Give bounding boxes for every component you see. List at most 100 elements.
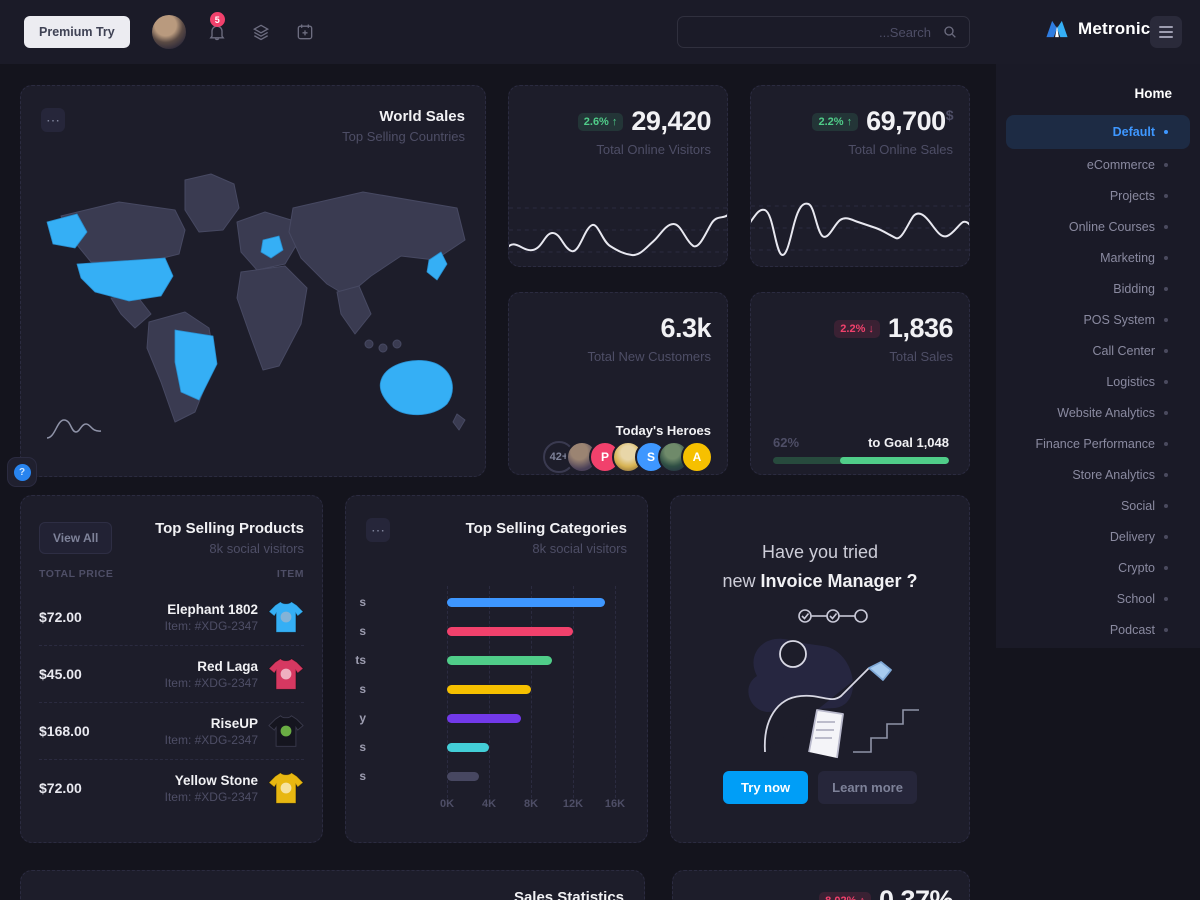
products-title: Top Selling Products (155, 520, 304, 537)
sidebar-item-delivery[interactable]: Delivery (1006, 521, 1190, 552)
bar-row: y (346, 704, 647, 733)
premium-try-button[interactable]: Premium Try (24, 16, 130, 48)
help-button[interactable]: ? (8, 458, 36, 486)
bullet-dot-icon (1164, 534, 1168, 539)
trend-badge: 2.2% ↓ (834, 319, 880, 338)
sidebar-item-label: Website Analytics (1057, 405, 1155, 420)
card-menu-icon[interactable]: ⋯ (41, 108, 65, 132)
goal-progress-fill (839, 457, 949, 464)
main-content: ⋯ World Sales Top Selling Countries (0, 64, 996, 900)
product-name-link[interactable]: Elephant 1802 (167, 601, 258, 617)
goal-percent: 62% (773, 435, 800, 450)
bullet-dot-icon (1164, 317, 1168, 322)
sidebar-item-marketing[interactable]: Marketing (1006, 242, 1190, 273)
sidebar-item-website-analytics[interactable]: Website Analytics (1006, 397, 1190, 428)
online-visitors-card: 2.6% ↑ 29,420 Total Online Visitors (508, 85, 728, 267)
sidebar-item-logistics[interactable]: Logistics (1006, 366, 1190, 397)
product-name-link[interactable]: RiseUP (210, 715, 258, 731)
bar-row: s (346, 762, 647, 791)
arrow-down-icon: ↓ (868, 322, 874, 335)
customers-value: 6.3k (660, 313, 711, 343)
bullet-dot-icon (1164, 348, 1168, 353)
bullet-dot-icon (1164, 224, 1168, 229)
product-name-link[interactable]: Yellow Stone (174, 772, 258, 788)
product-name-link[interactable]: Red Laga (197, 658, 258, 674)
bullet-dot-icon (1164, 596, 1168, 601)
world-sales-title: World Sales (379, 108, 465, 125)
sidebar-item-label: Call Center (1092, 343, 1155, 358)
invoice-illustration (748, 609, 919, 759)
menu-toggle-button[interactable] (1150, 16, 1182, 48)
sidebar-item-projects[interactable]: Projects (1006, 180, 1190, 211)
sidebar-item-crypto[interactable]: Crypto (1006, 552, 1190, 583)
promo-line1: Have you tried (761, 542, 879, 562)
try-now-button[interactable]: Try now (723, 771, 809, 804)
sidebar-item-label: Crypto (1118, 560, 1155, 575)
sidebar-item-pos-system[interactable]: POS System (1006, 304, 1190, 335)
currency-symbol: $ (945, 107, 954, 123)
bullet-dot-icon (1164, 565, 1168, 570)
product-row: $72.00 Yellow Stone Item: #XDG-2347 (39, 759, 304, 816)
bar-label: s (359, 682, 366, 696)
online-sales-label: Total Online Sales (848, 142, 953, 157)
brand-logo[interactable]: Metronic (1044, 16, 1150, 42)
sidebar-item-label: School (1116, 591, 1155, 606)
map-highlighted-countries[interactable] (46, 213, 453, 416)
search-input[interactable] (677, 16, 970, 48)
hero-avatar[interactable]: A (681, 441, 713, 473)
world-sales-subtitle: Top Selling Countries (342, 129, 465, 144)
world-map[interactable] (33, 164, 473, 464)
online-sales-card: 2.2% ↑ 69,700$ Total Online Sales (750, 85, 970, 267)
customers-label: Total New Customers (587, 349, 711, 364)
notifications-bell-icon[interactable]: 5 (204, 12, 230, 45)
arrow-up-icon: ↑ (859, 895, 865, 900)
heroes-title: Today's Heroes (615, 423, 711, 438)
product-price: $72.00 (39, 780, 82, 796)
trend-badge: 2.2% ↑ (812, 112, 859, 131)
product-item-code: Item: #XDG-2347 (164, 732, 258, 747)
world-sales-card: ⋯ World Sales Top Selling Countries (20, 85, 486, 477)
sidebar-item-default[interactable]: Default (1006, 115, 1190, 149)
total-sales-value: 1,836 (887, 313, 954, 343)
bullet-dot-icon (1164, 503, 1168, 508)
categories-bar-chart: s s ts s y s s 0K 4K 8K 12K 16K (346, 586, 647, 816)
invoice-promo-card: Have you tried new Invoice Manager ? (670, 495, 970, 843)
bar-label: ts (355, 653, 366, 667)
goal-progress-bar (773, 457, 949, 464)
visitors-sparkline (509, 207, 727, 257)
view-all-button[interactable]: View All (39, 522, 113, 554)
heroes-avatar-group: 42+ P S A (543, 441, 713, 473)
sidebar-item-ecommerce[interactable]: eCommerce (1006, 149, 1190, 180)
card-menu-icon[interactable]: ⋯ (366, 518, 390, 542)
bar-label: y (359, 711, 366, 725)
x-tick: 12K (562, 798, 584, 810)
online-sales-value: 69,700$ (866, 106, 954, 136)
learn-more-button[interactable]: Learn more (818, 771, 917, 804)
sales-statistics-card: Sales Statistics (20, 870, 645, 900)
bar (447, 656, 552, 665)
sidebar-item-label: POS System (1083, 312, 1155, 327)
sidebar-item-label: Finance Performance (1035, 436, 1155, 451)
product-item-code: Item: #XDG-2347 (164, 789, 258, 804)
sidebar-item-call-center[interactable]: Call Center (1006, 335, 1190, 366)
bar (447, 743, 489, 752)
x-tick: 16K (604, 798, 626, 810)
sidebar-item-bidding[interactable]: Bidding (1006, 273, 1190, 304)
calendar-add-icon[interactable] (292, 19, 318, 45)
sidebar-item-store-analytics[interactable]: Store Analytics (1006, 459, 1190, 490)
sidebar-item-social[interactable]: Social (1006, 490, 1190, 521)
sidebar-item-school[interactable]: School (1006, 583, 1190, 614)
sidebar-item-label: Social (1120, 498, 1155, 513)
sidebar-item-label: Podcast (1109, 622, 1155, 637)
sidebar-item-podcast[interactable]: Podcast (1006, 614, 1190, 645)
layers-icon[interactable] (248, 19, 274, 45)
sidebar-item-online-courses[interactable]: Online Courses (1006, 211, 1190, 242)
goal-label: to Goal 1,048 (868, 435, 949, 450)
bar-label: s (359, 769, 366, 783)
tshirt-icon (268, 601, 304, 633)
total-sales-label: Total Sales (889, 349, 953, 364)
sidebar-item-finance-performance[interactable]: Finance Performance (1006, 428, 1190, 459)
search-icon[interactable] (942, 24, 958, 40)
user-avatar[interactable] (151, 15, 186, 49)
bar (447, 685, 531, 694)
